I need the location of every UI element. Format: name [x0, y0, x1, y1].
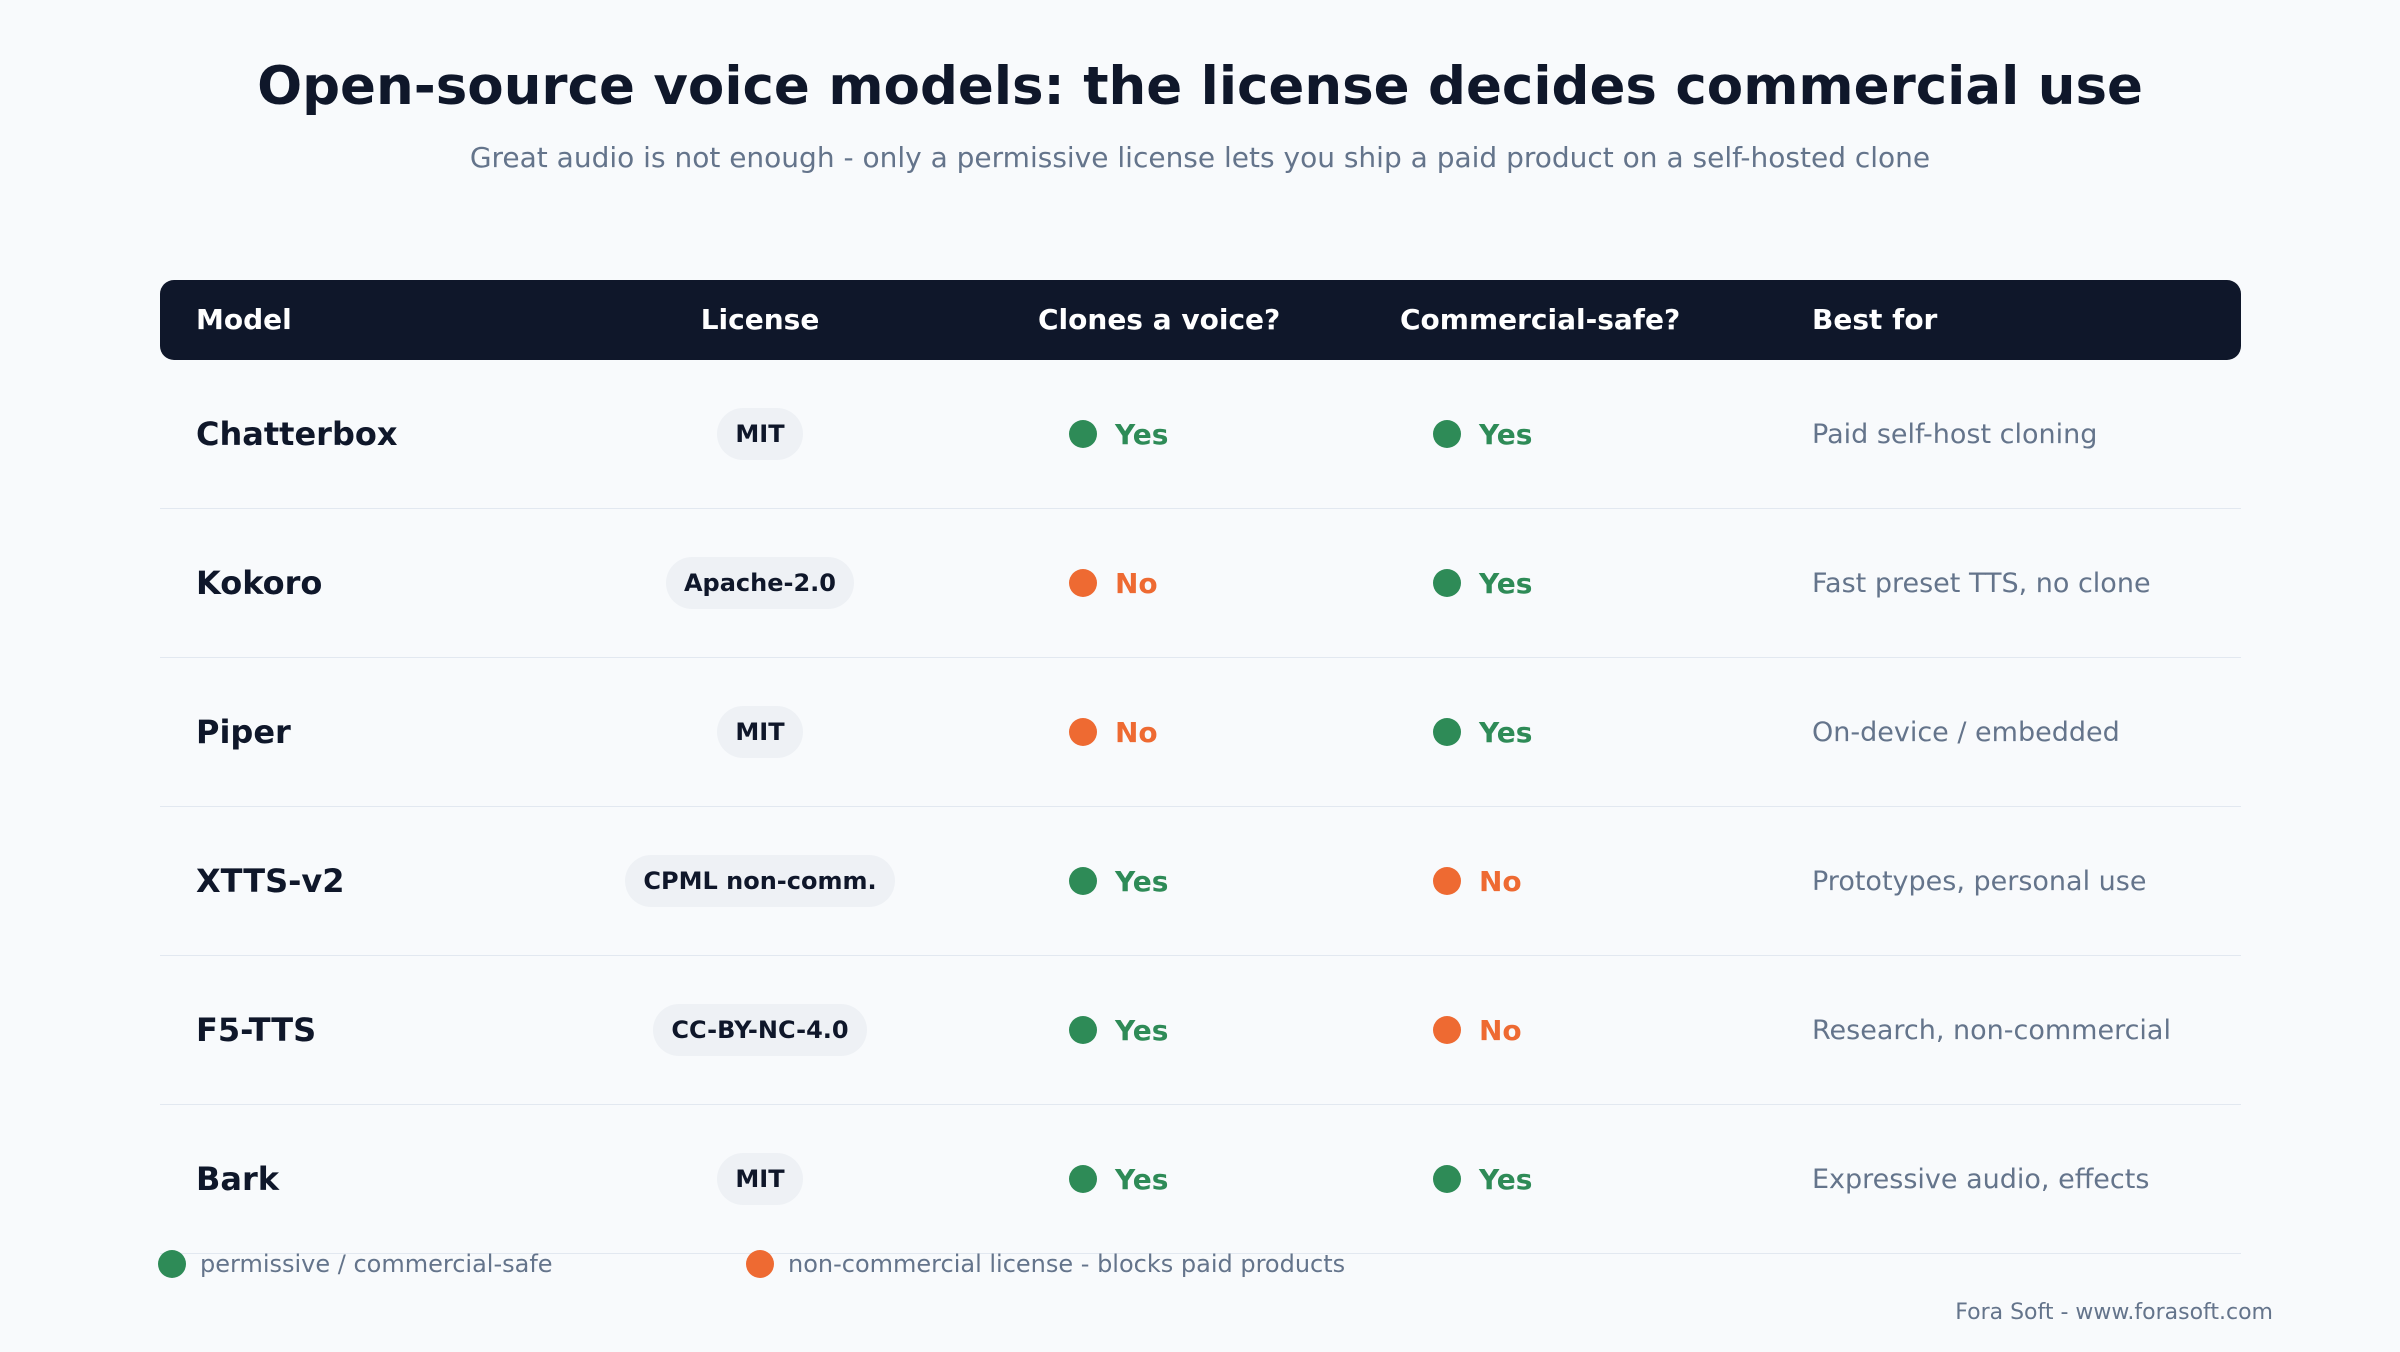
commercial-value: Yes — [1479, 417, 1533, 451]
header-clones: Clones a voice? — [1038, 303, 1281, 336]
best-for: On-device / embedded — [1812, 716, 2120, 748]
table-row: Kokoro Apache-2.0 No Yes Fast preset TTS… — [160, 509, 2241, 658]
model-name: Kokoro — [196, 564, 323, 602]
clones-value: Yes — [1115, 1162, 1169, 1196]
legend-permissive-label: permissive / commercial-safe — [200, 1250, 553, 1278]
table-row: Bark MIT Yes Yes Expressive audio, effec… — [160, 1105, 2241, 1254]
clones-status: No — [1069, 567, 1158, 600]
license-badge: CPML non-comm. — [625, 855, 895, 907]
green-dot-icon — [1433, 420, 1461, 448]
clones-cell: Yes — [1069, 956, 1168, 1104]
best-for: Fast preset TTS, no clone — [1812, 567, 2151, 599]
commercial-value: Yes — [1479, 715, 1533, 749]
license-badge: Apache-2.0 — [665, 557, 854, 609]
license-badge: MIT — [717, 408, 803, 460]
clones-cell: No — [1069, 509, 1158, 657]
green-dot-icon — [1433, 569, 1461, 597]
orange-dot-icon — [1433, 1016, 1461, 1044]
header-commercial: Commercial-safe? — [1400, 303, 1681, 336]
best-for: Research, non-commercial — [1812, 1014, 2171, 1046]
commercial-status: Yes — [1433, 418, 1532, 451]
green-dot-icon — [1069, 1165, 1097, 1193]
clones-value: No — [1115, 566, 1158, 600]
commercial-cell: Yes — [1433, 360, 1532, 508]
commercial-cell: Yes — [1433, 509, 1532, 657]
green-dot-icon — [158, 1250, 186, 1278]
orange-dot-icon — [1069, 718, 1097, 746]
credit: Fora Soft - www.forasoft.com — [1955, 1300, 2273, 1325]
best-for: Expressive audio, effects — [1812, 1163, 2150, 1195]
clones-value: Yes — [1115, 864, 1169, 898]
model-name: F5-TTS — [196, 1011, 317, 1049]
clones-status: Yes — [1069, 418, 1168, 451]
clones-value: Yes — [1115, 1013, 1169, 1047]
table-row: Piper MIT No Yes On-device / embedded — [160, 658, 2241, 807]
license-cell: CC-BY-NC-4.0 — [600, 956, 920, 1104]
clones-cell: Yes — [1069, 807, 1168, 955]
commercial-status: No — [1433, 1014, 1522, 1047]
orange-dot-icon — [1069, 569, 1097, 597]
commercial-value: Yes — [1479, 1162, 1533, 1196]
license-cell: CPML non-comm. — [600, 807, 920, 955]
clones-cell: No — [1069, 658, 1158, 806]
model-name: Chatterbox — [196, 415, 398, 453]
table-header: Model License Clones a voice? Commercial… — [160, 280, 2241, 360]
comparison-table: Model License Clones a voice? Commercial… — [160, 280, 2241, 1254]
commercial-value: Yes — [1479, 566, 1533, 600]
clones-status: Yes — [1069, 1014, 1168, 1047]
model-name: Bark — [196, 1160, 280, 1198]
green-dot-icon — [1433, 718, 1461, 746]
orange-dot-icon — [746, 1250, 774, 1278]
commercial-cell: Yes — [1433, 1105, 1532, 1253]
green-dot-icon — [1069, 420, 1097, 448]
model-name: XTTS-v2 — [196, 862, 345, 900]
license-cell: Apache-2.0 — [600, 509, 920, 657]
model-name: Piper — [196, 713, 291, 751]
commercial-status: No — [1433, 865, 1522, 898]
license-badge: MIT — [717, 1153, 803, 1205]
commercial-value: No — [1479, 864, 1522, 898]
table-body: Chatterbox MIT Yes Yes Paid self-host cl… — [160, 360, 2241, 1254]
commercial-cell: No — [1433, 807, 1522, 955]
green-dot-icon — [1433, 1165, 1461, 1193]
legend-noncommercial: non-commercial license - blocks paid pro… — [746, 1249, 1345, 1279]
clones-value: Yes — [1115, 417, 1169, 451]
table-row: Chatterbox MIT Yes Yes Paid self-host cl… — [160, 360, 2241, 509]
commercial-cell: Yes — [1433, 658, 1532, 806]
clones-status: No — [1069, 716, 1158, 749]
header-license: License — [700, 303, 820, 336]
best-for: Paid self-host cloning — [1812, 418, 2098, 450]
license-cell: MIT — [600, 1105, 920, 1253]
clones-status: Yes — [1069, 865, 1168, 898]
clones-cell: Yes — [1069, 360, 1168, 508]
green-dot-icon — [1069, 867, 1097, 895]
clones-status: Yes — [1069, 1163, 1168, 1196]
orange-dot-icon — [1433, 867, 1461, 895]
table-row: XTTS-v2 CPML non-comm. Yes No Prototypes… — [160, 807, 2241, 956]
commercial-value: No — [1479, 1013, 1522, 1047]
clones-value: No — [1115, 715, 1158, 749]
legend-noncommercial-label: non-commercial license - blocks paid pro… — [788, 1250, 1346, 1278]
commercial-status: Yes — [1433, 1163, 1532, 1196]
table-row: F5-TTS CC-BY-NC-4.0 Yes No Research, non… — [160, 956, 2241, 1105]
page-subtitle: Great audio is not enough - only a permi… — [469, 141, 1931, 174]
best-for: Prototypes, personal use — [1812, 865, 2147, 897]
legend-permissive: permissive / commercial-safe — [158, 1249, 553, 1279]
commercial-status: Yes — [1433, 716, 1532, 749]
license-badge: MIT — [717, 706, 803, 758]
license-badge: CC-BY-NC-4.0 — [653, 1004, 867, 1056]
commercial-status: Yes — [1433, 567, 1532, 600]
commercial-cell: No — [1433, 956, 1522, 1104]
clones-cell: Yes — [1069, 1105, 1168, 1253]
green-dot-icon — [1069, 1016, 1097, 1044]
page-title: Open-source voice models: the license de… — [257, 56, 2143, 117]
header-model: Model — [196, 303, 292, 336]
license-cell: MIT — [600, 360, 920, 508]
header-best-for: Best for — [1812, 303, 1938, 336]
license-cell: MIT — [600, 658, 920, 806]
